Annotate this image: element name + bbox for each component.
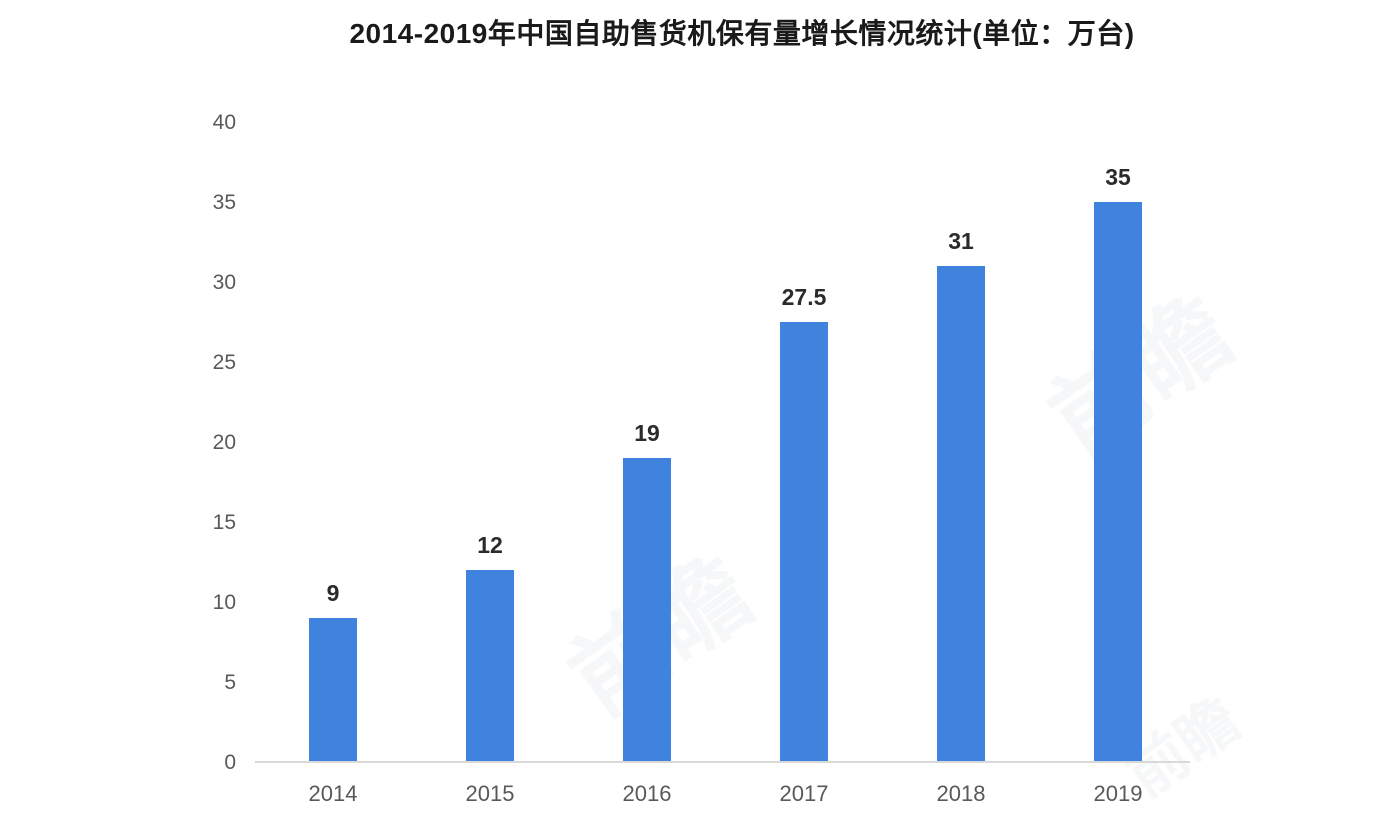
y-tick-label: 25 <box>212 351 236 374</box>
x-tick-label-2016: 2016 <box>622 781 672 806</box>
x-tick-label-2018: 2018 <box>936 781 986 806</box>
bar-value-label: 9 <box>326 580 340 606</box>
x-tick-label-2017: 2017 <box>779 781 829 806</box>
y-tick-label: 40 <box>212 111 236 134</box>
bar-value-label: 31 <box>948 228 974 254</box>
y-tick-label: 15 <box>212 511 236 534</box>
x-tick-label-2014: 2014 <box>308 781 358 806</box>
y-tick-label: 30 <box>212 271 236 294</box>
bar-value-label: 35 <box>1105 164 1131 190</box>
y-tick-label: 5 <box>224 671 236 694</box>
bar-value-label: 27.5 <box>781 284 827 310</box>
chart-title: 2014-2019年中国自助售货机保有量增长情况统计(单位：万台) <box>349 18 1135 49</box>
bar-value-label: 19 <box>634 420 660 446</box>
y-tick-label: 35 <box>212 191 236 214</box>
y-tick-label: 0 <box>224 751 236 774</box>
bar-2016 <box>623 458 671 762</box>
y-tick-label: 10 <box>212 591 236 614</box>
bar-2019 <box>1094 202 1142 762</box>
x-tick-label-2015: 2015 <box>465 781 515 806</box>
y-tick-label: 20 <box>212 431 236 454</box>
bar-2014 <box>309 618 357 762</box>
bar-2017 <box>780 322 828 762</box>
bar-value-label: 12 <box>477 532 503 558</box>
x-tick-label-2019: 2019 <box>1093 781 1143 806</box>
x-axis-line <box>255 761 1190 763</box>
bar-2018 <box>937 266 985 762</box>
bar-2015 <box>466 570 514 762</box>
